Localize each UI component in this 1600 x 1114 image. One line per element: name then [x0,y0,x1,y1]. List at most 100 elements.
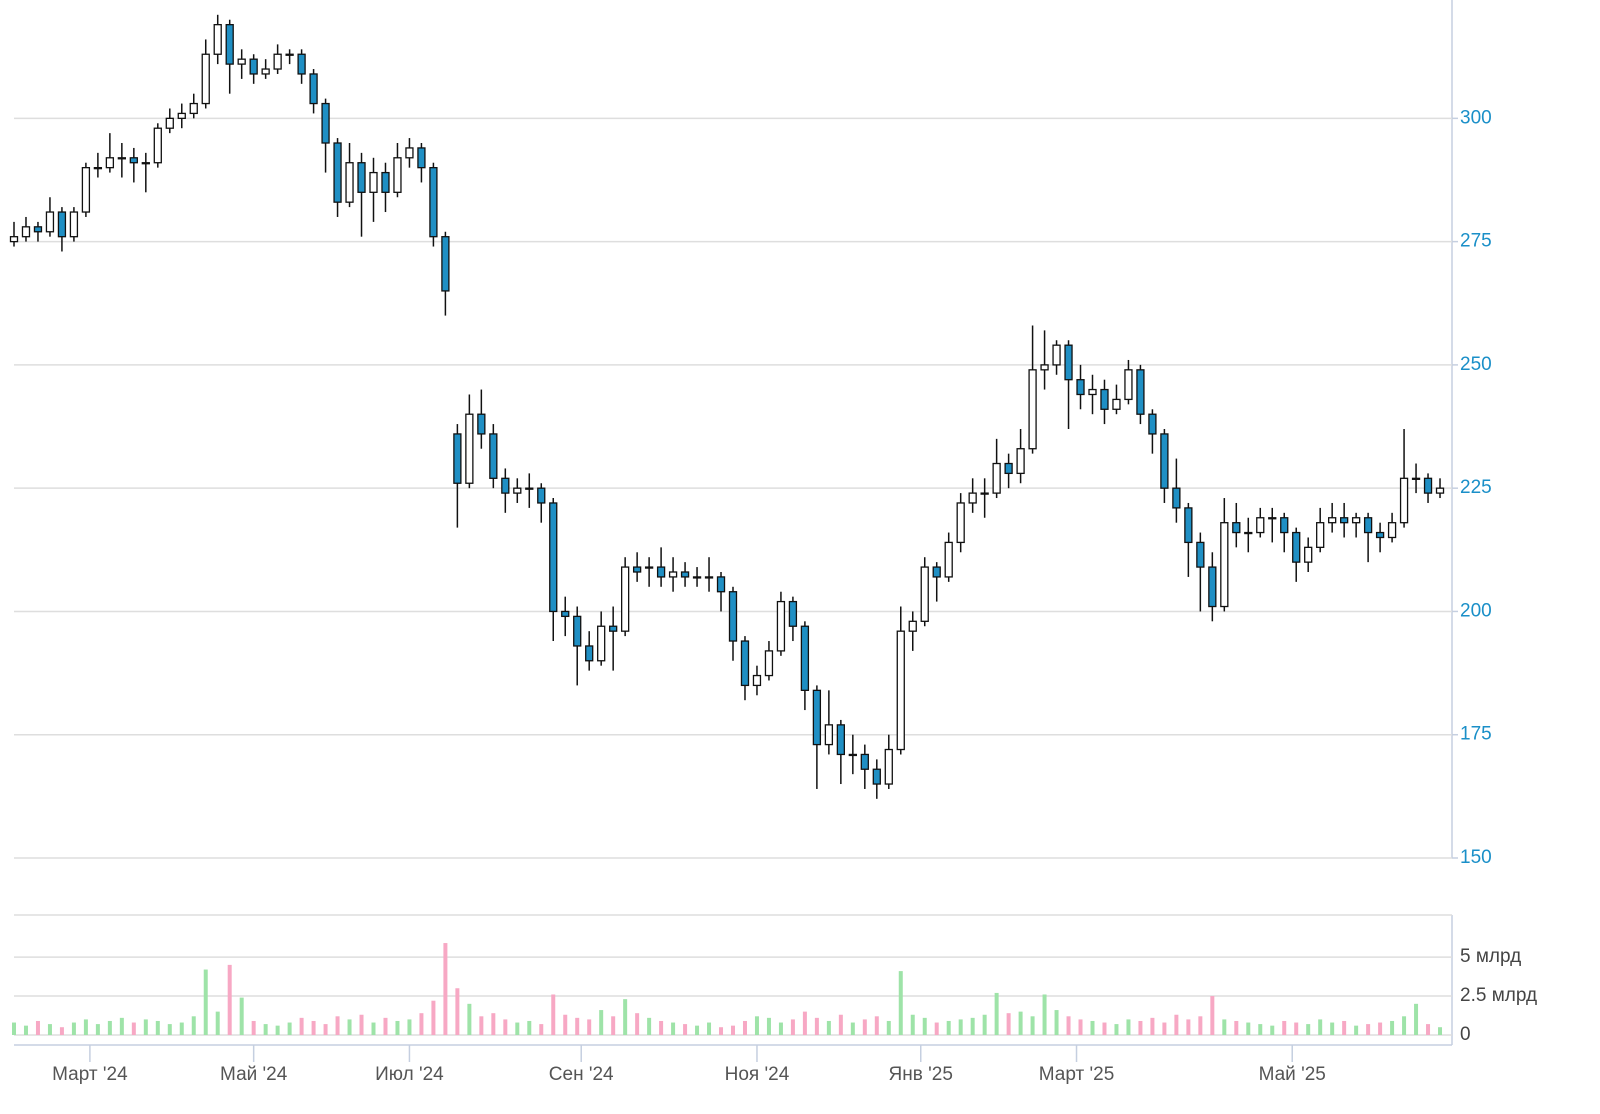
volume-bar [826,1020,831,1035]
candle-body [153,127,162,164]
volume-bar [575,1017,580,1035]
volume-bar [1438,1027,1443,1035]
y-tick-label: 5 млрд [1460,946,1521,967]
y-tick-label: 200 [1460,600,1492,621]
candle-body [1363,517,1373,534]
volume-bar [1030,1016,1035,1035]
candle-body [1112,398,1121,410]
volume-bar [862,1019,867,1035]
volume-bar [1018,1011,1023,1035]
candle-body [740,640,750,687]
volume-bar [1162,1022,1167,1035]
volume-bar [131,1022,136,1035]
volume-bar [59,1027,64,1035]
candle-body [1280,517,1289,534]
volume-bar [790,1019,795,1035]
candle-body [1244,531,1253,535]
candle-body [1351,517,1361,524]
candle-body [369,171,378,193]
candle-body [980,492,989,495]
candle-body [1423,477,1433,494]
candle-body [609,625,618,632]
volume-bar [251,1020,256,1035]
candle-body [1256,517,1265,534]
candle-body [812,689,822,746]
volume-bar [455,988,460,1035]
volume-bar [515,1022,520,1035]
candle-body [429,167,438,238]
volume-bar [323,1024,328,1035]
candle-body [1387,522,1397,539]
candle-body [537,487,546,504]
volume-bar [311,1020,316,1035]
volume-bar [167,1024,172,1035]
candle-body [1004,462,1013,475]
volume-bar [179,1022,184,1035]
candle-body [21,226,31,238]
candle-body [1100,388,1109,410]
candle-body [585,645,594,662]
volume-bar [23,1025,28,1035]
volume-bar [754,1016,759,1035]
candle-body [704,576,714,579]
y-tick-label: 225 [1460,477,1492,498]
candle-body [189,102,198,115]
candle-body [752,674,762,687]
volume-bar [707,1022,712,1035]
volume-bar [1222,1019,1227,1035]
volume-bar [1042,994,1047,1035]
volume-bar [551,994,556,1035]
volume-bar [1366,1024,1371,1035]
candle-body [1435,487,1445,494]
candle-body [81,167,91,213]
candle-body [129,157,138,164]
candle-body [465,413,474,484]
candle-body [776,600,786,652]
candle-body [225,24,234,65]
candle-body [1040,364,1049,371]
candle-body [1052,344,1061,366]
candle-body [525,487,534,490]
candle-body [573,615,582,647]
volume-bar [1210,996,1215,1035]
volume-bar [383,1017,388,1035]
candle-body [345,162,354,203]
candle-body [728,591,738,642]
candle-body [117,157,126,160]
volume-bar [766,1017,771,1035]
candle-body [285,53,294,56]
candle-body [501,477,510,494]
volume-bar [563,1014,568,1035]
candle-body [1208,566,1217,608]
volume-bar [431,1000,436,1035]
volume-bar [407,1019,412,1035]
candle-body [1184,507,1193,544]
candle-body [621,566,630,632]
candle-body [165,117,174,129]
candle-body [441,236,450,292]
volume-bar [647,1017,652,1035]
candle-body [249,58,258,75]
volume-bar [587,1019,592,1035]
candle-body [45,211,55,233]
candle-body [632,566,642,573]
volume-bar [503,1019,508,1035]
volume-bar [1306,1024,1311,1035]
candle-body [309,73,318,105]
volume-bar [539,1024,544,1035]
candle-body [1411,477,1421,480]
volume-bar [239,997,244,1035]
volume-bar [1258,1024,1263,1035]
candle-body [1328,517,1337,524]
volume-bar [203,969,208,1035]
candle-body [1136,369,1145,415]
volume-bar [671,1022,676,1035]
candle-body [453,433,462,484]
volume-bar [1390,1020,1395,1035]
candle-body [213,24,222,55]
candle-body [489,433,498,479]
volume-bar [922,1017,927,1035]
volume-bar [1138,1020,1143,1035]
candle-body [692,576,702,579]
